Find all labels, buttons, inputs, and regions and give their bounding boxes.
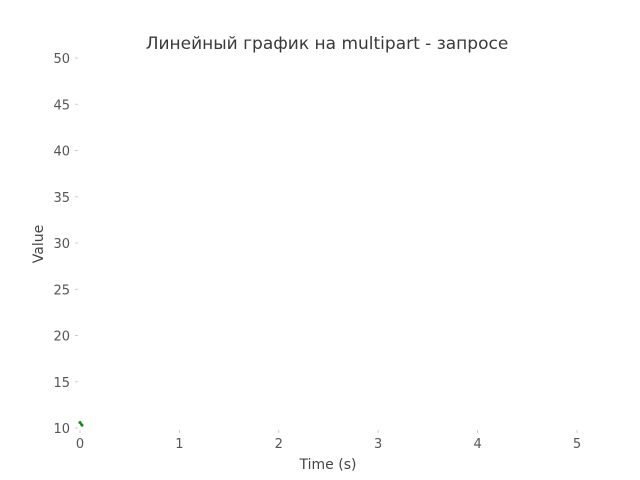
- y-tick-label: 15: [53, 376, 70, 391]
- x-tick-label: 1: [175, 437, 183, 452]
- x-tick-label: 5: [573, 437, 581, 452]
- x-axis: 0 1 2 3 4 5: [76, 430, 581, 452]
- y-axis: 10 15 20 25 30 35 40 45 50: [53, 52, 78, 437]
- data-point: [78, 420, 82, 424]
- data-point: [80, 423, 84, 427]
- y-tick-label: 35: [53, 191, 70, 206]
- y-tick-label: 25: [53, 283, 70, 298]
- x-tick-label: 3: [374, 437, 382, 452]
- x-tick-label: 0: [76, 437, 84, 452]
- y-tick-label: 10: [53, 422, 70, 437]
- y-tick-label: 40: [53, 145, 70, 160]
- x-tick-label: 4: [473, 437, 481, 452]
- y-tick-label: 30: [53, 237, 70, 252]
- y-tick-label: 45: [53, 98, 70, 113]
- plot-area: [78, 420, 84, 427]
- y-axis-label: Value: [31, 225, 47, 263]
- y-tick-label: 50: [53, 52, 70, 67]
- y-tick-label: 20: [53, 330, 70, 345]
- x-tick-label: 2: [275, 437, 283, 452]
- x-axis-label: Time (s): [299, 457, 357, 473]
- chart-title: Линейный график на multipart - запросе: [146, 34, 509, 54]
